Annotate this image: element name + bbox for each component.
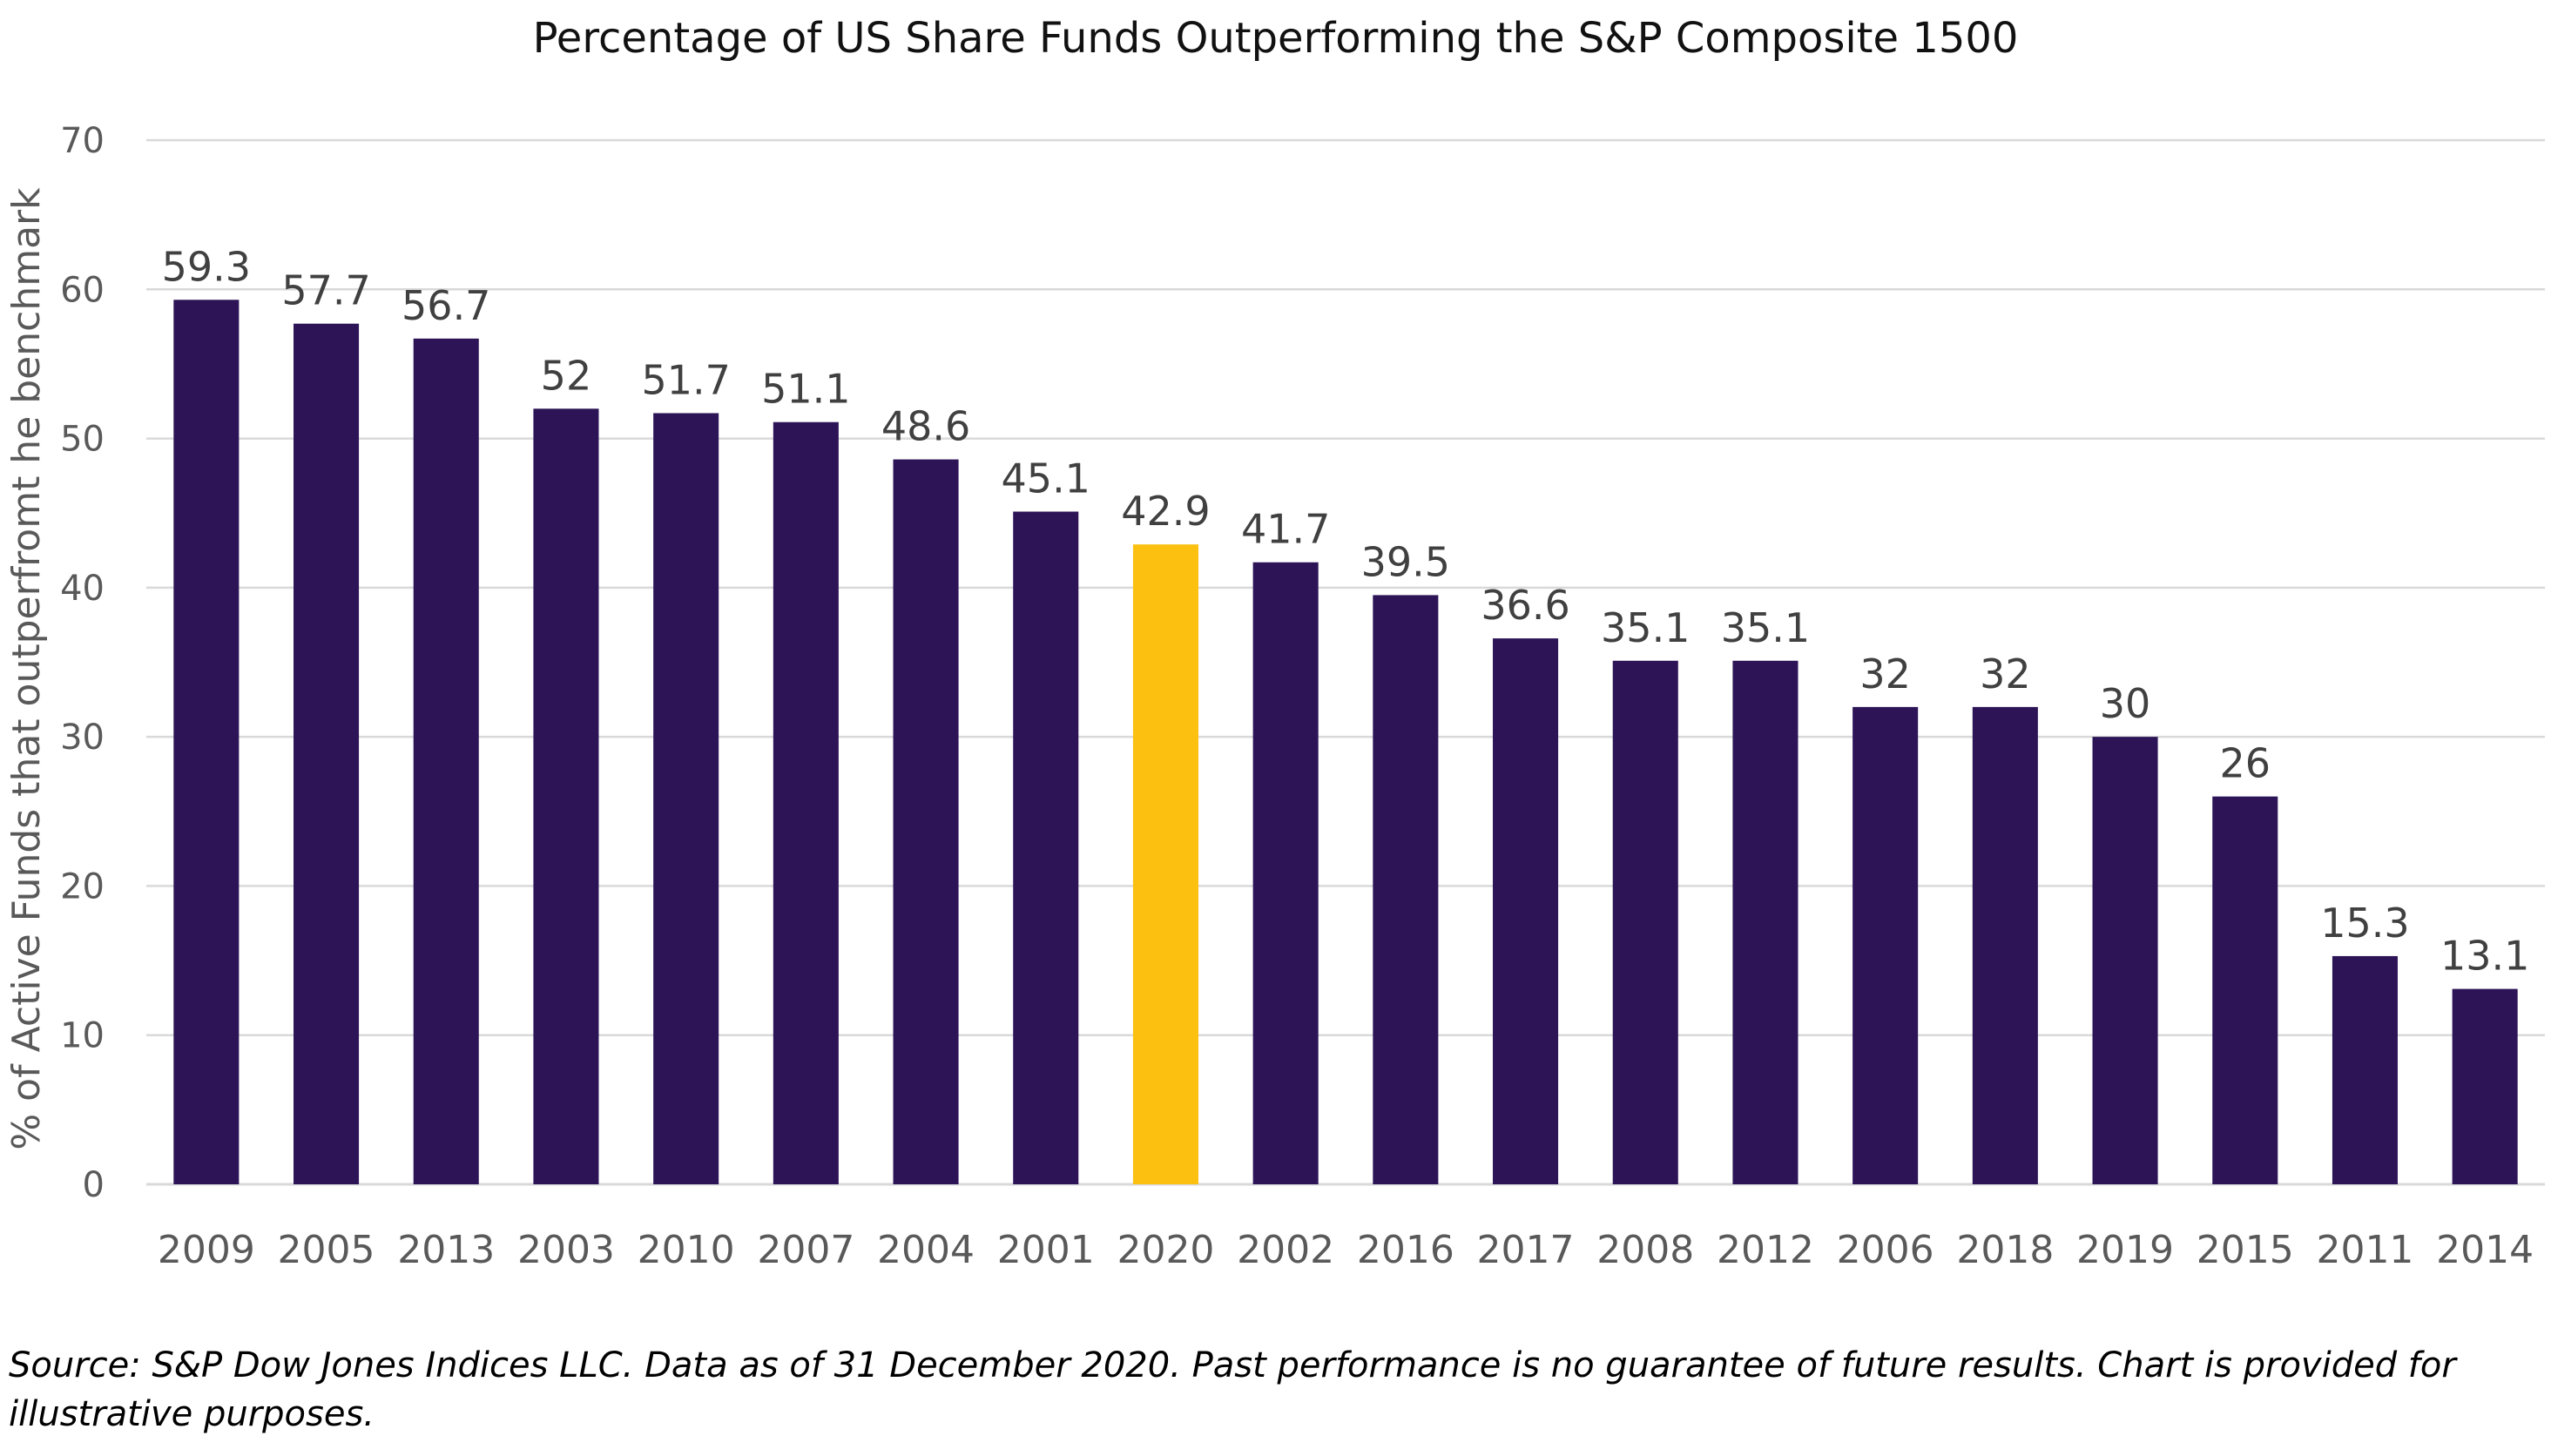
bar-2016: [1373, 595, 1439, 1184]
y-tick-label: 20: [60, 866, 105, 907]
data-labels: 59.3 57.7 56.7 52 51.7 51.1 48.6 45.1 42.9 41.7 39…: [162, 243, 2530, 979]
data-label-2008: 35.1: [1601, 604, 1690, 651]
data-label-2010: 51.7: [641, 356, 730, 403]
bar-2005: [294, 323, 360, 1185]
data-label-2013: 56.7: [402, 282, 490, 329]
bar-2013: [413, 338, 479, 1184]
bar-2018: [1972, 706, 2038, 1184]
x-tick-label-2020: 2020: [1117, 1228, 1214, 1272]
data-label-2012: 35.1: [1721, 604, 1810, 651]
x-tick-label-2013: 2013: [397, 1228, 495, 1272]
x-tick-label-2015: 2015: [2197, 1228, 2294, 1272]
bar-2019: [2092, 737, 2158, 1184]
data-label-2001: 45.1: [1002, 455, 1090, 502]
y-tick-label: 50: [60, 420, 105, 460]
data-label-2011: 15.3: [2320, 900, 2409, 947]
y-tick-label: 60: [60, 270, 105, 310]
bar-2008: [1612, 660, 1678, 1184]
y-tick-label: 40: [60, 569, 105, 609]
x-tick-label-2004: 2004: [877, 1228, 975, 1272]
bar-2010: [653, 413, 719, 1184]
x-axis-ticks: 2009 2005 2013 2003 2010 2007 2004 2001 2020 2002…: [158, 1228, 2534, 1272]
data-label-2020: 42.9: [1121, 488, 1210, 535]
chart-title: Percentage of US Share Funds Outperformi…: [532, 14, 2019, 63]
x-tick-label-2017: 2017: [1477, 1228, 1575, 1272]
data-label-2006: 32: [1859, 650, 1911, 698]
data-label-2018: 32: [1980, 650, 2031, 698]
bar-2004: [893, 459, 959, 1184]
bar-2006: [1853, 706, 1919, 1184]
data-label-2016: 39.5: [1361, 538, 1450, 585]
source-footnote: Source: S&P Dow Jones Indices LLC. Data …: [9, 1345, 2456, 1434]
bar-2011: [2332, 955, 2398, 1184]
x-tick-label-2007: 2007: [757, 1228, 854, 1272]
x-tick-label-2005: 2005: [278, 1228, 375, 1272]
y-axis-ticks: 0 10 20 30 40 50 60 70: [60, 121, 105, 1205]
data-label-2009: 59.3: [162, 243, 251, 290]
data-label-2003: 52: [541, 352, 592, 399]
bar-2014: [2452, 988, 2518, 1184]
data-label-2014: 13.1: [2440, 933, 2529, 980]
x-tick-label-2018: 2018: [1956, 1228, 2054, 1272]
bars: [173, 300, 2518, 1185]
bar-2012: [1732, 660, 1799, 1184]
y-tick-label: 70: [60, 121, 105, 161]
x-tick-label-2001: 2001: [997, 1228, 1095, 1272]
bar-2020: [1132, 544, 1198, 1184]
x-tick-label-2008: 2008: [1596, 1228, 1694, 1272]
data-label-2002: 41.7: [1241, 506, 1330, 553]
y-tick-label: 0: [83, 1165, 105, 1205]
bar-2009: [173, 300, 240, 1184]
data-label-2007: 51.1: [761, 366, 850, 413]
x-tick-label-2016: 2016: [1357, 1228, 1454, 1272]
data-label-2004: 48.6: [881, 403, 970, 450]
x-tick-label-2014: 2014: [2436, 1228, 2534, 1272]
x-tick-label-2019: 2019: [2076, 1228, 2174, 1272]
bar-2017: [1493, 638, 1559, 1184]
data-label-2015: 26: [2219, 740, 2271, 787]
data-label-2005: 57.7: [281, 267, 370, 314]
x-tick-label-2012: 2012: [1717, 1228, 1814, 1272]
bar-2002: [1252, 562, 1319, 1184]
data-label-2019: 30: [2100, 680, 2151, 727]
x-tick-label-2002: 2002: [1237, 1228, 1334, 1272]
bar-2003: [533, 408, 599, 1184]
data-label-2017: 36.6: [1481, 582, 1569, 629]
x-tick-label-2006: 2006: [1837, 1228, 1934, 1272]
bar-2007: [773, 421, 839, 1185]
x-tick-label-2010: 2010: [638, 1228, 735, 1272]
y-axis-label: % of Active Funds that outperfromt he be…: [4, 187, 49, 1150]
x-tick-label-2003: 2003: [517, 1228, 615, 1272]
y-tick-label: 30: [60, 718, 105, 758]
x-tick-label-2009: 2009: [158, 1228, 255, 1272]
bar-2001: [1013, 511, 1079, 1184]
bar-2015: [2212, 796, 2278, 1184]
gridlines: [146, 138, 2545, 1186]
x-tick-label-2011: 2011: [2316, 1228, 2413, 1272]
y-tick-label: 10: [60, 1016, 105, 1056]
